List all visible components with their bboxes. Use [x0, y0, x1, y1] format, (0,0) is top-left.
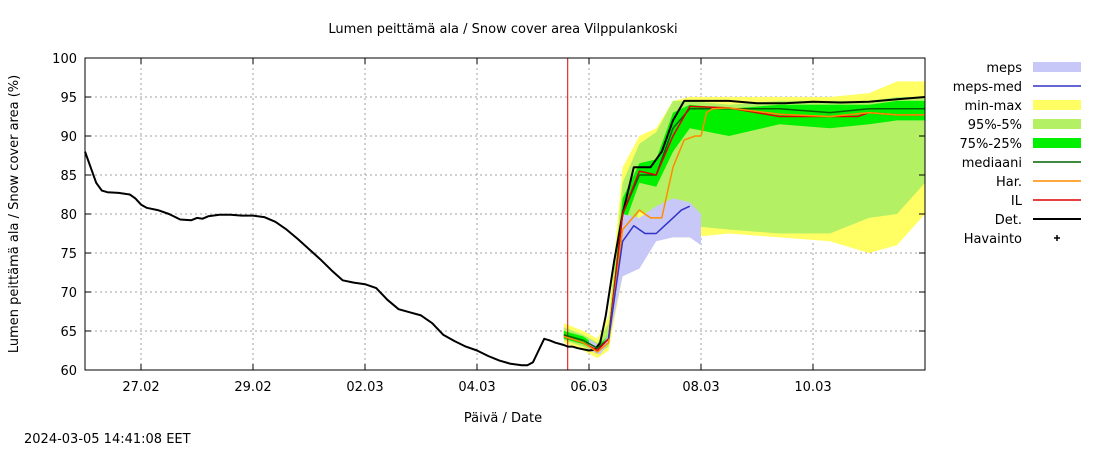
legend-swatch-75-25: [1033, 138, 1081, 148]
y-tick-label: 85: [60, 169, 77, 184]
y-tick-label: 60: [60, 364, 77, 379]
legend-label-havainto: Havainto: [964, 232, 1022, 247]
legend-swatch-havainto: [1054, 235, 1060, 241]
legend-swatch-95-5: [1033, 119, 1081, 129]
legend-label-det: Det.: [995, 213, 1022, 228]
y-tick-label: 75: [60, 247, 77, 262]
series-line-det: [84, 96, 926, 367]
legend-swatch-meps: [1033, 62, 1081, 72]
x-tick-label: 02.03: [346, 380, 383, 395]
y-tick-label: 65: [60, 325, 77, 340]
plot-area: 60 65 70 75 80 85 90 95 100 27.02 29.02 02.03 04.03 0…: [52, 52, 926, 395]
y-tick-label: 70: [60, 286, 77, 301]
band-meps: [589, 198, 701, 355]
y-tick-label: 95: [60, 91, 77, 106]
x-tick-label: 29.02: [234, 380, 271, 395]
legend-label-95-5: 95%-5%: [968, 118, 1022, 133]
x-tick-label: 10.03: [794, 380, 831, 395]
timestamp-label: 2024-03-05 14:41:08 EET: [24, 432, 191, 447]
series-line-il: [563, 105, 925, 352]
legend: meps meps-med min-max 95%-5% 75%-25% mediaani…: [953, 61, 1081, 247]
chart-title: Lumen peittämä ala / Snow cover area Vil…: [328, 22, 677, 37]
legend-label-min-max: min-max: [964, 99, 1022, 114]
y-tick-label: 100: [52, 52, 77, 67]
legend-swatch-min-max: [1033, 100, 1081, 110]
x-tick-label: 27.02: [122, 380, 159, 395]
y-axis-label: Lumen peittämä ala / Snow cover area (%): [7, 75, 22, 353]
legend-label-il: IL: [1011, 194, 1023, 209]
legend-label-75-25: 75%-25%: [960, 137, 1022, 152]
legend-label-har: Har.: [996, 175, 1022, 190]
series-line-meps-med: [607, 205, 691, 339]
x-tick-label: 08.03: [682, 380, 719, 395]
x-tick-label: 06.03: [570, 380, 607, 395]
y-tick-label: 80: [60, 208, 77, 223]
legend-label-meps-med: meps-med: [953, 80, 1022, 95]
series-line-mediaani: [563, 107, 925, 349]
y-tick-label: 90: [60, 130, 77, 145]
x-tick-label: 04.03: [458, 380, 495, 395]
x-axis-label: Päivä / Date: [464, 411, 542, 426]
legend-label-mediaani: mediaani: [962, 156, 1022, 171]
legend-label-meps: meps: [986, 61, 1022, 76]
